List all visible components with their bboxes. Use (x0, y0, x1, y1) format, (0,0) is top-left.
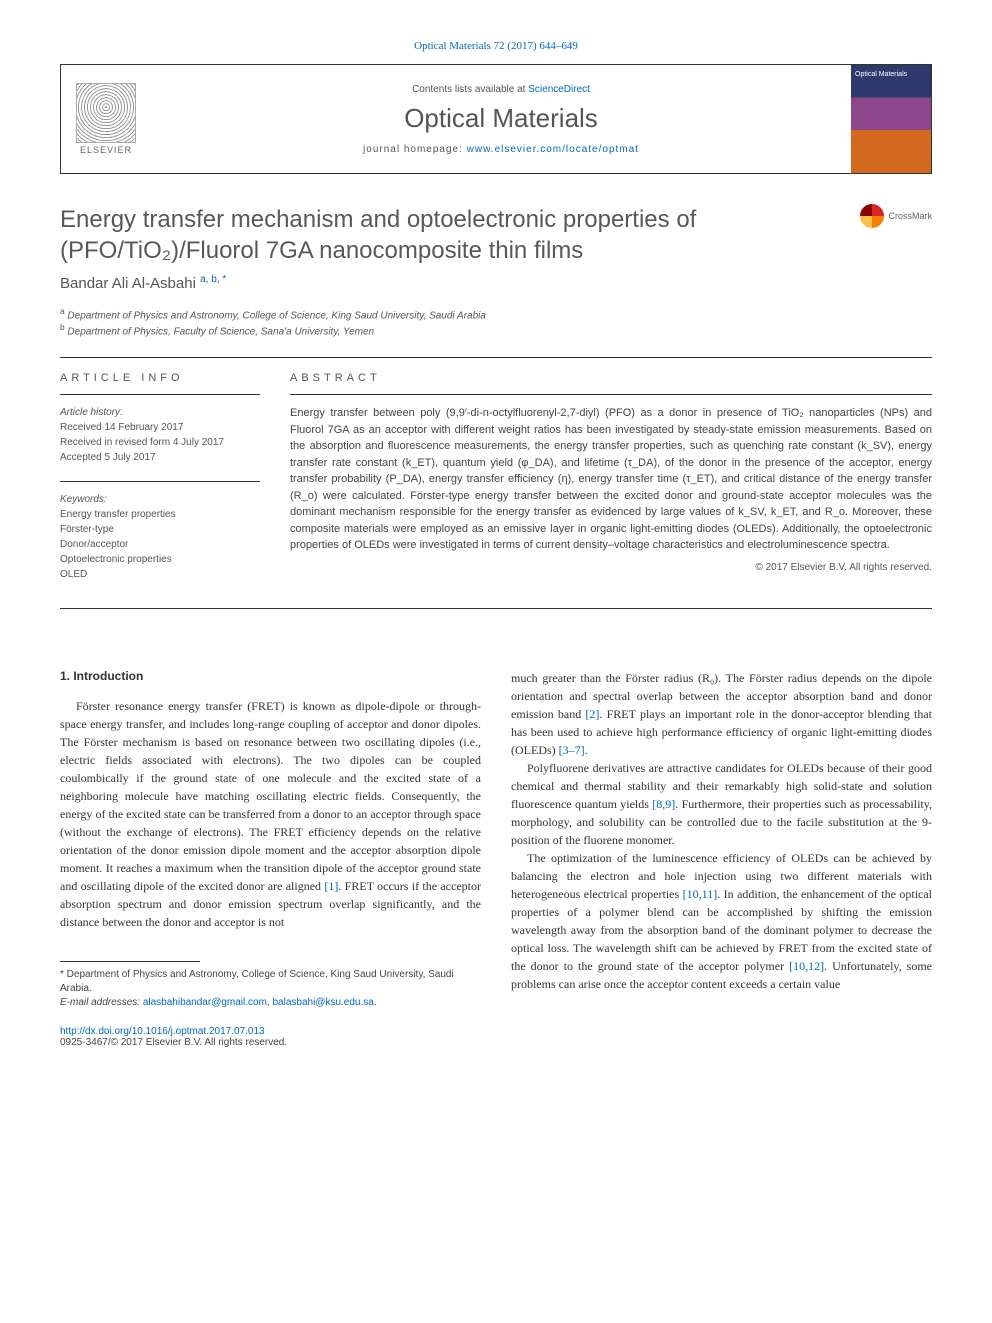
author-name: Bandar Ali Al-Asbahi (60, 275, 196, 292)
intro-para-cont: much greater than the Förster radius (R₀… (511, 669, 932, 759)
keywords-label: Keywords: (60, 492, 260, 507)
info-divider (60, 394, 260, 395)
keyword: Förster-type (60, 522, 260, 537)
intro-para-3: The optimization of the luminescence eff… (511, 849, 932, 993)
corresponding-footnote: * Department of Physics and Astronomy, C… (60, 968, 481, 996)
intro-para-1: Förster resonance energy transfer (FRET)… (60, 697, 481, 931)
ref-link-2[interactable]: [2] (585, 707, 599, 721)
journal-name: Optical Materials (404, 103, 598, 134)
journal-header: ELSEVIER Contents lists available at Sci… (60, 64, 932, 174)
body-col-right: much greater than the Förster radius (R₀… (511, 669, 932, 1048)
elsevier-label: ELSEVIER (80, 145, 132, 155)
journal-reference: Optical Materials 72 (2017) 644–649 (60, 40, 932, 52)
info-abstract-row: article info Article history: Received 1… (60, 372, 932, 598)
crossmark-icon (860, 204, 884, 228)
ref-link-1[interactable]: [1] (324, 879, 338, 893)
email-label: E-mail addresses: (60, 997, 140, 1008)
para-text: . (585, 743, 588, 757)
journal-ref-link[interactable]: Optical Materials 72 (2017) 644–649 (414, 40, 578, 52)
ref-link-10-11[interactable]: [10,11] (683, 887, 718, 901)
history-accepted: Accepted 5 July 2017 (60, 450, 260, 465)
journal-cover-thumb[interactable] (851, 65, 931, 173)
divider-top (60, 357, 932, 358)
crossmark-label: CrossMark (888, 211, 932, 221)
email-link-1[interactable]: alasbahibandar@gmail.com (143, 997, 267, 1008)
body-col-left: 1. Introduction Förster resonance energy… (60, 669, 481, 1048)
footnote-rule (60, 961, 200, 962)
history-revised: Received in revised form 4 July 2017 (60, 435, 260, 450)
abstract-heading: abstract (290, 372, 932, 384)
contents-prefix: Contents lists available at (412, 84, 528, 95)
crossmark-badge[interactable]: CrossMark (842, 204, 932, 228)
ref-link-3-7[interactable]: [3–7] (559, 743, 585, 757)
affil-text: Department of Physics and Astronomy, Col… (67, 311, 486, 322)
divider-bottom (60, 608, 932, 609)
keyword: Donor/acceptor (60, 537, 260, 552)
elsevier-tree-icon (76, 83, 136, 143)
affiliation-a: a Department of Physics and Astronomy, C… (60, 306, 932, 321)
intro-heading: 1. Introduction (60, 669, 481, 683)
affil-text: Department of Physics, Faculty of Scienc… (67, 326, 374, 337)
ref-link-10-12[interactable]: [10,12] (789, 959, 824, 973)
abstract-column: abstract Energy transfer between poly (9… (290, 372, 932, 598)
header-center: Contents lists available at ScienceDirec… (151, 65, 851, 173)
title-row: Energy transfer mechanism and optoelectr… (60, 204, 932, 266)
doi-block: http://dx.doi.org/10.1016/j.optmat.2017.… (60, 1026, 481, 1048)
keywords-block: Keywords: Energy transfer properties För… (60, 492, 260, 582)
author-marks: a, b, * (200, 274, 226, 285)
homepage-link[interactable]: www.elsevier.com/locate/optmat (467, 144, 639, 155)
affil-mark: b (60, 322, 65, 332)
history-received: Received 14 February 2017 (60, 420, 260, 435)
body-columns: 1. Introduction Förster resonance energy… (60, 669, 932, 1048)
issn-line: 0925-3467/© 2017 Elsevier B.V. All right… (60, 1037, 287, 1048)
history-label: Article history: (60, 405, 260, 420)
affiliations: a Department of Physics and Astronomy, C… (60, 306, 932, 337)
doi-link[interactable]: http://dx.doi.org/10.1016/j.optmat.2017.… (60, 1026, 265, 1037)
article-history: Article history: Received 14 February 20… (60, 405, 260, 465)
ref-link-8-9[interactable]: [8,9] (652, 797, 675, 811)
keyword: OLED (60, 567, 260, 582)
para-text: Förster resonance energy transfer (FRET)… (60, 699, 481, 893)
abstract-text: Energy transfer between poly (9,9′-di-n-… (290, 405, 932, 554)
email-footnote: E-mail addresses: alasbahibandar@gmail.c… (60, 996, 481, 1010)
sciencedirect-link[interactable]: ScienceDirect (528, 84, 590, 95)
author-line: Bandar Ali Al-Asbahi a, b, * (60, 274, 932, 292)
elsevier-logo[interactable]: ELSEVIER (61, 65, 151, 173)
keywords-divider (60, 481, 260, 482)
keyword: Energy transfer properties (60, 507, 260, 522)
homepage-prefix: journal homepage: (363, 144, 467, 155)
intro-para-2: Polyfluorene derivatives are attractive … (511, 759, 932, 849)
abstract-divider (290, 394, 932, 395)
journal-homepage: journal homepage: www.elsevier.com/locat… (363, 144, 639, 155)
affil-mark: a (60, 306, 65, 316)
contents-available: Contents lists available at ScienceDirec… (412, 84, 590, 95)
email-link-2[interactable]: balasbahi@ksu.edu.sa (272, 997, 373, 1008)
keyword: Optoelectronic properties (60, 552, 260, 567)
article-info-column: article info Article history: Received 1… (60, 372, 260, 598)
abstract-copyright: © 2017 Elsevier B.V. All rights reserved… (290, 562, 932, 573)
affiliation-b: b Department of Physics, Faculty of Scie… (60, 322, 932, 337)
article-info-heading: article info (60, 372, 260, 384)
article-title: Energy transfer mechanism and optoelectr… (60, 204, 832, 266)
